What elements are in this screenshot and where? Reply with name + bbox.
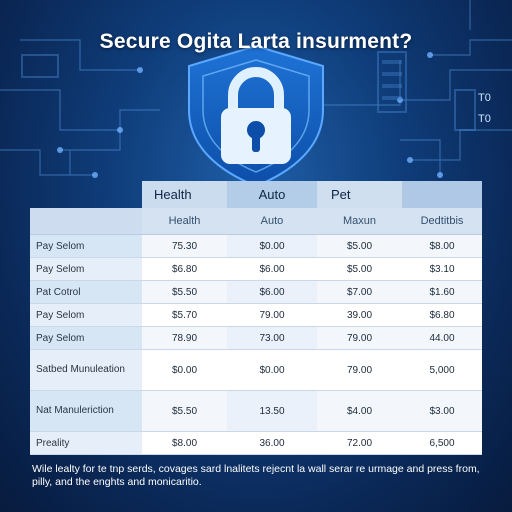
table-cell: 6,500 [402, 431, 482, 455]
row-label: Pay Selom [30, 326, 142, 350]
table-cell: 78.90 [142, 326, 227, 350]
row-label: Pay Selom [30, 257, 142, 281]
table-cell: 36.00 [227, 431, 317, 455]
table-cell: 79.00 [227, 303, 317, 327]
table-cell: 75.30 [142, 234, 227, 258]
table-cell: 72.00 [317, 431, 402, 455]
row-label: Satbed Munuleation [30, 349, 142, 391]
table-cell: $4.00 [317, 390, 402, 432]
table-row: Preality $8.00 36.00 72.00 6,500 [30, 431, 482, 455]
table-cell: $6.80 [402, 303, 482, 327]
column-header: Maxun [317, 208, 402, 235]
table-cell: $5.70 [142, 303, 227, 327]
table-cell: 73.00 [227, 326, 317, 350]
row-label: Preality [30, 431, 142, 455]
table-cell: $6.00 [227, 280, 317, 304]
table-cell: 79.00 [317, 349, 402, 391]
column-group-header: Auto [227, 181, 317, 208]
table-row: Satbed Munuleation $0.00 $0.00 79.00 5,0… [30, 349, 482, 391]
insurance-table: Health Auto Pet Health Auto Maxun Dedtit… [30, 181, 482, 455]
column-header: Dedtitbis [402, 208, 482, 235]
column-group-header [402, 181, 482, 208]
table-row: Pay Selom 78.90 73.00 79.00 44.00 [30, 326, 482, 350]
table-cell: $0.00 [142, 349, 227, 391]
table-row: Nat Manuleriction $5.50 13.50 $4.00 $3.0… [30, 390, 482, 432]
table-cell: $6.80 [142, 257, 227, 281]
table-cell: 79.00 [317, 326, 402, 350]
row-label: Pat Cotrol [30, 280, 142, 304]
table-cell: 13.50 [227, 390, 317, 432]
table-cell: $8.00 [142, 431, 227, 455]
table-cell: 5,000 [402, 349, 482, 391]
table-cell: 44.00 [402, 326, 482, 350]
table-cell: $3.00 [402, 390, 482, 432]
column-header [30, 208, 142, 235]
table-header-row: Health Auto Maxun Dedtitbis [30, 208, 482, 235]
row-label: Pay Selom [30, 303, 142, 327]
table-row: Pay Selom 75.30 $0.00 $5.00 $8.00 [30, 234, 482, 258]
page-title: Secure Ogita Larta insurment? [99, 30, 413, 53]
footnote: Wile lealty for te tnp serds, covages sa… [32, 463, 480, 488]
row-label: Pay Selom [30, 234, 142, 258]
table-cell: $3.10 [402, 257, 482, 281]
table-cell: $5.00 [317, 257, 402, 281]
column-group-header: Pet [317, 181, 402, 208]
table-cell: $5.50 [142, 280, 227, 304]
table-cell: $5.00 [317, 234, 402, 258]
table-row: Pay Selom $5.70 79.00 39.00 $6.80 [30, 303, 482, 327]
shield-lock-icon [188, 44, 324, 188]
table-cell: $0.00 [227, 234, 317, 258]
column-header: Auto [227, 208, 317, 235]
column-group-header: Health [142, 181, 227, 208]
table-cell: $1.60 [402, 280, 482, 304]
table-group-header-row: Health Auto Pet [30, 181, 482, 208]
table-cell: $0.00 [227, 349, 317, 391]
column-header: Health [142, 208, 227, 235]
table-cell: $5.50 [142, 390, 227, 432]
table-cell: $6.00 [227, 257, 317, 281]
table-row: Pay Selom $6.80 $6.00 $5.00 $3.10 [30, 257, 482, 281]
table-cell: $8.00 [402, 234, 482, 258]
side-label: T0 [478, 92, 491, 104]
side-label: T0 [478, 113, 491, 125]
table-row: Pat Cotrol $5.50 $6.00 $7.00 $1.60 [30, 280, 482, 304]
table-cell: $7.00 [317, 280, 402, 304]
table-cell: 39.00 [317, 303, 402, 327]
row-label: Nat Manuleriction [30, 390, 142, 432]
